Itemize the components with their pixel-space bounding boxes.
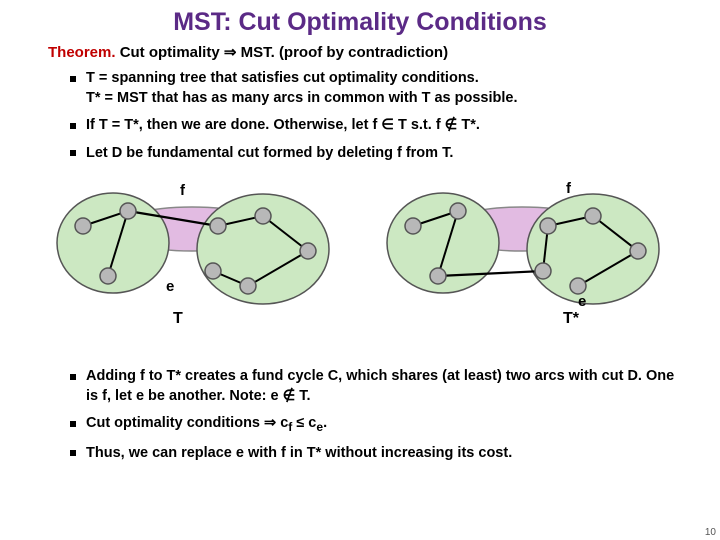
svg-text:e: e <box>578 293 586 310</box>
theorem-label: Theorem. <box>48 44 116 61</box>
svg-text:f: f <box>180 182 186 199</box>
theorem-text2: MST. (proof by contradiction) <box>236 44 448 61</box>
bullet-bot-0: Adding f to T* creates a fund cycle C, w… <box>70 367 676 406</box>
svg-text:e: e <box>166 278 174 295</box>
theorem-line: Theorem. Cut optimality ⇒ MST. (proof by… <box>48 43 676 61</box>
bullet-bot-1-text: Cut optimality conditions ⇒ cf ≤ ce. <box>86 415 327 431</box>
diagram-zone: feT feT* <box>48 171 676 361</box>
bullet-top-0: T = spanning tree that satisfies cut opt… <box>70 69 676 108</box>
bullet-top-1-text: If T = T*, then we are done. Otherwise, … <box>86 117 480 133</box>
bullet-top-1: If T = T*, then we are done. Otherwise, … <box>70 116 676 136</box>
svg-text:T: T <box>173 310 183 327</box>
bullet-top-2: Let D be fundamental cut formed by delet… <box>70 144 676 164</box>
svg-text:T*: T* <box>563 310 580 327</box>
graph-Tstar: f eT* <box>378 171 678 351</box>
bullets-bottom: Adding f to T* creates a fund cycle C, w… <box>48 367 676 463</box>
page-number: 10 <box>705 527 716 538</box>
bullet-top-0-text: T = spanning tree that satisfies cut opt… <box>86 70 518 106</box>
bullet-bot-1: Cut optimality conditions ⇒ cf ≤ ce. <box>70 414 676 435</box>
svg-text:f: f <box>566 180 572 197</box>
bullet-bot-0-text: Adding f to T* creates a fund cycle C, w… <box>86 368 674 404</box>
content-area: Theorem. Cut optimality ⇒ MST. (proof by… <box>0 43 720 463</box>
slide-title: MST: Cut Optimality Conditions <box>0 0 720 43</box>
graph-T: f eT <box>48 171 348 351</box>
bullets-top: T = spanning tree that satisfies cut opt… <box>48 69 676 163</box>
bullet-bot-2-text: Thus, we can replace e with f in T* with… <box>86 445 512 461</box>
theorem-arrow: ⇒ <box>224 44 237 61</box>
theorem-text1: Cut optimality <box>120 44 224 61</box>
bullet-bot-2: Thus, we can replace e with f in T* with… <box>70 444 676 464</box>
bullet-top-2-text: Let D be fundamental cut formed by delet… <box>86 145 453 161</box>
